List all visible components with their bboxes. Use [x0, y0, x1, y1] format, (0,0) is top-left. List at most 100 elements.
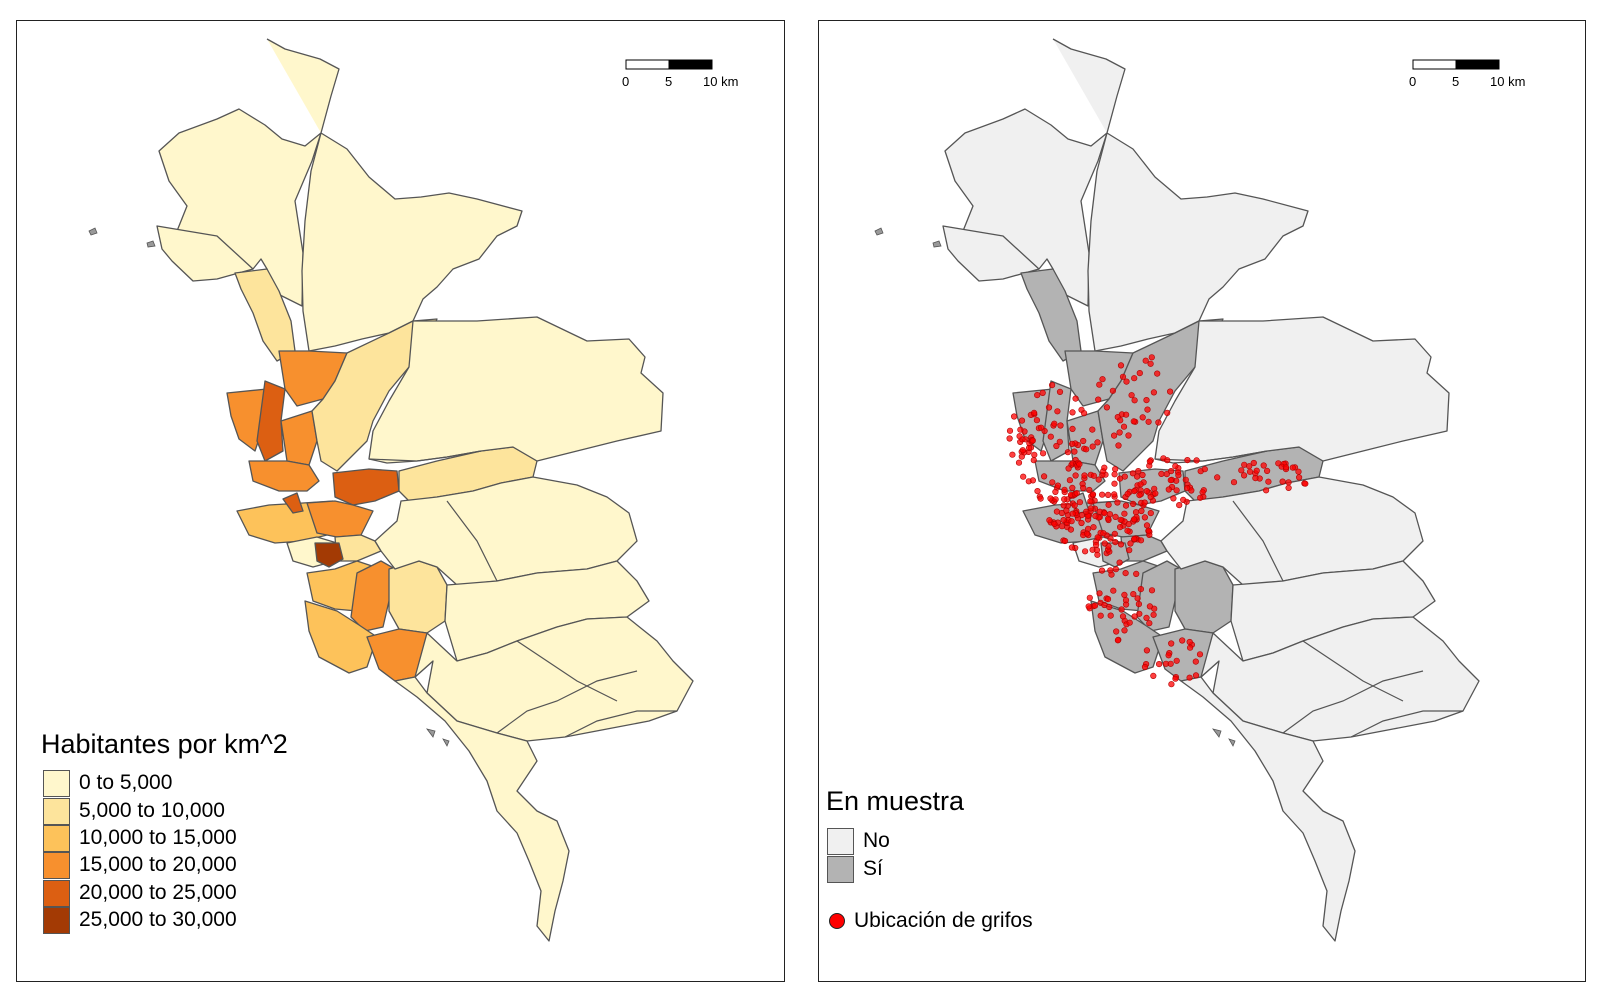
gas-station-point	[1117, 362, 1125, 369]
legend-item-5: 25,000 to 30,000	[43, 906, 237, 934]
gas-station-point	[1186, 674, 1193, 681]
gas-station-point	[1026, 444, 1033, 452]
gas-station-point	[1142, 357, 1149, 364]
gas-station-point	[1141, 514, 1149, 521]
island-1	[146, 240, 156, 248]
gas-station-point	[1006, 427, 1014, 434]
gas-station-point	[1096, 381, 1103, 388]
gas-station-point	[1285, 484, 1292, 492]
gas-station-point	[1170, 495, 1177, 502]
gas-station-point	[1085, 603, 1092, 610]
gas-station-point	[1125, 521, 1132, 528]
district-border-2	[1302, 640, 1404, 702]
gas-station-point	[1054, 408, 1061, 415]
gas-station-point	[1131, 535, 1138, 543]
gas-station-point	[1046, 517, 1053, 524]
gas-station-point	[1056, 388, 1064, 396]
gas-station-point	[1143, 397, 1150, 404]
district-east-1	[1154, 316, 1450, 464]
gas-station-point	[1006, 435, 1013, 442]
gas-station-point	[1152, 490, 1159, 497]
gas-station-point	[1148, 354, 1155, 361]
gas-station-point	[1107, 612, 1114, 619]
district-north-c	[942, 225, 1040, 282]
gas-station-point	[1131, 613, 1138, 620]
gas-station-point	[1111, 491, 1118, 498]
gas-station-point	[1145, 527, 1152, 534]
gas-station-point	[1073, 490, 1080, 497]
gas-station-point	[1187, 644, 1194, 651]
gas-station-point	[1112, 513, 1119, 521]
gas-station-point	[1296, 474, 1303, 481]
legend-label: 15,000 to 20,000	[79, 853, 237, 876]
district-border-3	[1282, 670, 1424, 734]
gas-station-point	[1115, 442, 1122, 449]
gas-station-point	[1143, 647, 1151, 654]
scale-bar: 0 5 10 km	[1407, 59, 1537, 95]
gas-station-point	[1064, 449, 1072, 456]
gas-station-point	[1112, 538, 1119, 546]
gas-station-point	[1134, 595, 1141, 602]
district-border-4	[1350, 710, 1463, 738]
legend-swatch	[827, 855, 854, 883]
gas-station-point	[1061, 537, 1069, 545]
gas-station-point	[1172, 463, 1179, 470]
gas-station-point	[1168, 681, 1175, 688]
gas-station-point	[1121, 627, 1128, 634]
district-center-4	[1066, 410, 1104, 466]
gas-station-point	[1184, 485, 1191, 492]
gas-station-point	[1065, 465, 1072, 472]
gas-station-point	[1135, 600, 1143, 608]
gas-station-point	[1056, 438, 1063, 445]
gas-station-point	[1137, 537, 1145, 544]
gas-station-point	[1241, 472, 1248, 479]
gas-station-point	[1167, 477, 1174, 484]
gas-station-point	[1061, 486, 1068, 493]
gas-station-point	[1117, 541, 1125, 548]
district-border-0	[368, 450, 482, 462]
district-border-0	[1154, 450, 1268, 462]
gas-station-point	[1020, 473, 1027, 480]
gas-station-point	[1112, 566, 1120, 573]
district-center-6	[248, 460, 320, 492]
legend-swatch	[43, 851, 70, 879]
legend-swatch	[43, 769, 70, 797]
district-south-3	[388, 560, 448, 634]
gas-station-point	[1080, 437, 1087, 445]
district-center-3	[256, 380, 286, 462]
gas-station-point	[1192, 658, 1199, 665]
gas-station-point	[1164, 457, 1171, 464]
gas-station-point	[1167, 660, 1174, 667]
gas-station-point	[1129, 470, 1137, 477]
island-3	[1228, 738, 1236, 747]
legend-swatch	[827, 827, 854, 855]
gas-station-point	[1072, 395, 1079, 402]
gas-station-point	[1289, 464, 1296, 471]
gas-station-point	[1038, 424, 1045, 431]
gas-station-point	[1141, 663, 1149, 671]
gas-station-point	[1173, 487, 1180, 494]
gas-station-point	[1052, 496, 1059, 503]
gas-station-point	[1121, 591, 1128, 599]
gas-station-point	[1095, 476, 1102, 483]
gas-station-point	[1116, 559, 1123, 566]
gas-station-point	[1089, 491, 1097, 498]
gas-station-point	[1034, 392, 1041, 399]
gas-station-point	[1155, 419, 1162, 426]
gas-station-point	[1186, 638, 1193, 646]
legend-label: 20,000 to 25,000	[79, 881, 237, 904]
gas-station-point	[1090, 524, 1097, 531]
legend-swatch	[43, 797, 70, 825]
gas-station-point	[1121, 510, 1128, 517]
gas-station-point	[1094, 534, 1101, 541]
scale-tick-10: 10 km	[703, 74, 739, 89]
district-center-5	[311, 318, 438, 472]
gas-station-point	[1045, 404, 1053, 411]
gas-station-point	[1076, 461, 1083, 468]
gas-station-point	[1263, 487, 1270, 494]
gas-station-point	[1101, 510, 1108, 517]
gas-station-point	[1197, 494, 1204, 501]
gas-station-point	[1109, 387, 1117, 394]
gas-station-point	[1052, 488, 1059, 496]
gas-station-point	[1260, 462, 1267, 469]
